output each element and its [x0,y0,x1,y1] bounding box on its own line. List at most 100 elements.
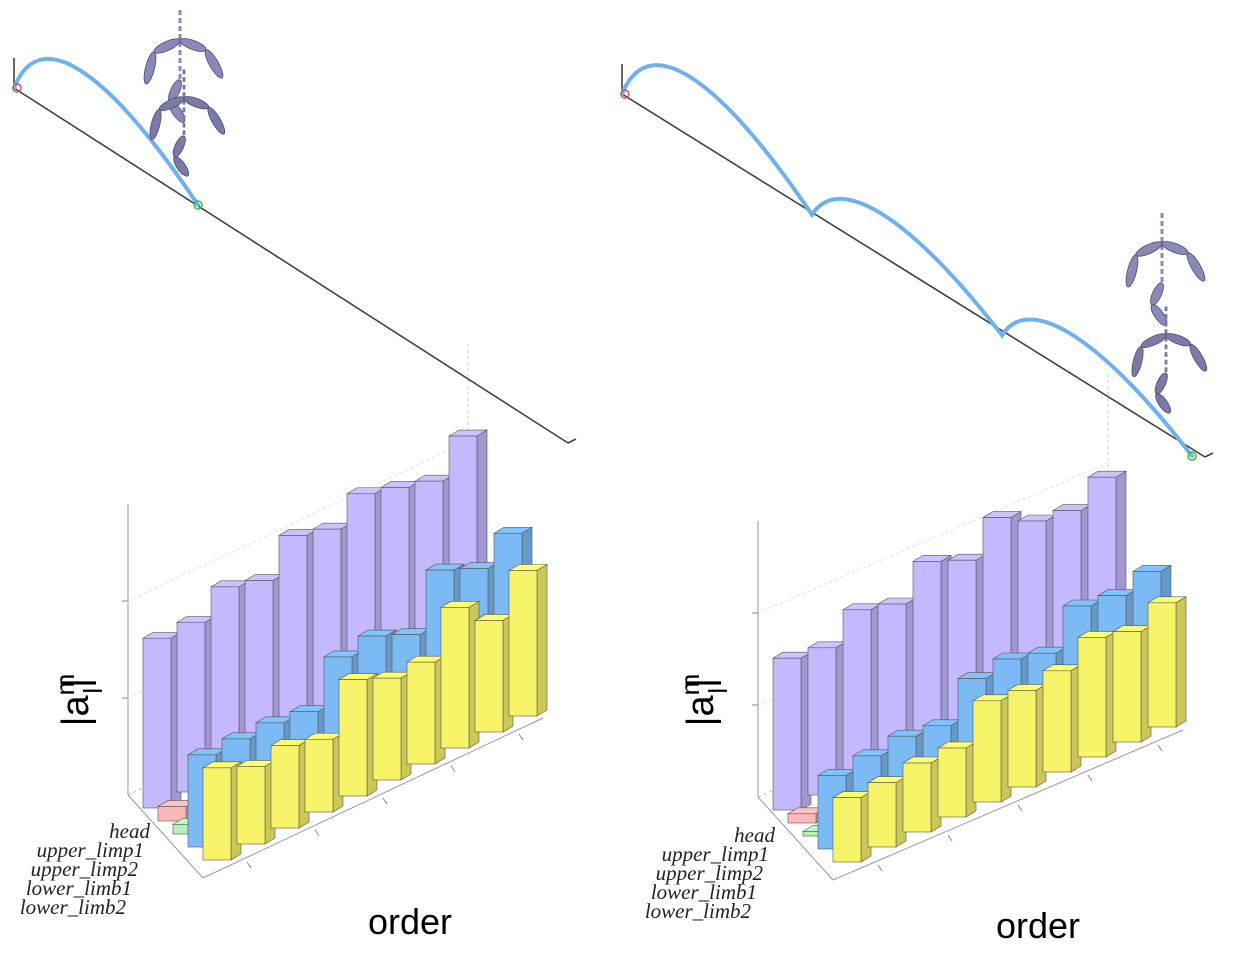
start-marker [620,89,630,99]
row-label-lower_limb1: lower_limb1 [651,880,757,904]
row-label-upper_limp2: upper_limp2 [31,857,139,881]
bar-front-face [157,806,187,822]
x-tick [450,765,456,773]
end-marker [1187,451,1197,461]
bar-front-face [832,797,862,863]
bar-lower_limb2-7 [1041,664,1083,773]
right-bar-chart: headupper_limp1upper_limp2lower_limb1low… [645,371,1188,923]
row-label-upper_limp2: upper_limp2 [656,861,764,885]
x-axis-line [202,717,544,879]
figure-forearm-left [143,51,157,85]
x-tick [518,733,524,741]
bar-lower_limb2-2 [866,776,908,848]
bar-front-face [1112,631,1142,743]
bar-front-face [508,570,538,717]
ground-end-line [567,438,577,444]
row-label-head: head [109,819,150,843]
y-axis-line [127,794,204,879]
end-marker [193,200,203,210]
x-tick [1017,804,1023,812]
figure-forearm-left [1125,254,1139,288]
row-label-lower_limb2: lower_limb2 [645,899,752,923]
bar-front-face [142,637,172,809]
bar-front-face [867,782,897,848]
x-tick [877,864,883,872]
figure-upper-arm-right [183,96,210,110]
figure-shin [1155,393,1172,414]
left-ylabel: |aml| [50,674,108,727]
bar-lower_limb2-2 [235,759,277,845]
right-simulation-scene [620,63,1214,461]
figure-thigh [172,135,186,158]
z-gridline [127,440,469,602]
bar-lower_limb2-5 [971,694,1013,803]
bar-lower_limb2-9 [1111,625,1153,743]
bar-front-face [338,679,368,797]
bar-lower_limb2-8 [439,600,481,749]
figure-upper-arm-right [1161,241,1189,255]
x-tick [1087,774,1093,782]
bar-front-face [1077,637,1107,758]
bar-lower_limb2-4 [303,732,345,813]
figure-forearm-right [1186,252,1206,282]
left-simulation-scene [12,10,577,444]
figure-forearm-right [204,49,224,79]
bar-front-face [202,767,232,861]
bar-front-face [972,700,1002,803]
left-bar-chart: headupper_limp1upper_limp2lower_limb1low… [20,344,549,919]
bar-lower_limb2-9 [473,613,515,733]
right-ylabel: |aml| [675,674,733,727]
bar-lower_limb2-3 [901,756,943,833]
bar-front-face [1007,690,1037,788]
bar-front-face [236,766,266,845]
bar-front-face [912,561,942,751]
bar-front-face [937,747,967,818]
bar-lower_limb2-1 [201,761,243,861]
bar-front-face [440,607,470,749]
com-trajectory-line [12,56,200,207]
figure-upper-arm-right [179,38,207,52]
bar-side-face [1175,596,1187,728]
bar-front-face [1042,670,1072,773]
ground-slope-line [621,93,1206,458]
bar-front-face [372,677,402,781]
figure-forearm-right [1189,343,1208,372]
row-label-upper_limp1: upper_limp1 [37,838,144,862]
bar-lower_limb2-3 [269,739,311,829]
bar-front-face [270,745,300,829]
y-axis-line [757,796,834,881]
bar-front-face [787,813,817,824]
right-panel: headupper_limp1upper_limp2lower_limb1low… [620,63,1214,946]
x-tick [947,834,953,842]
bar-side-face [536,563,548,717]
bar-front-face [772,657,802,811]
row-label-lower_limb1: lower_limb1 [26,876,132,900]
bar-front-face [474,620,504,733]
bar-lower_limb2-4 [936,741,978,818]
bar-front-face [842,609,872,781]
bar-lower_limb2-10 [507,563,549,717]
ground-slope-line [13,87,569,444]
bar-lower_limb2-7 [405,655,447,765]
figure-upper-arm-left [1135,241,1163,257]
walker-upper-figure [143,10,224,123]
start-marker [12,83,22,93]
x-tick [314,829,320,837]
bar-head-5 [911,554,953,751]
figure-upper-arm-left [153,38,181,54]
row-label-lower_limb2: lower_limb2 [20,895,127,919]
left-panel: headupper_limp1upper_limp2lower_limb1low… [12,10,577,942]
ground-end-line [1204,452,1214,458]
bar-lower_limb2-6 [371,671,413,781]
x-tick [382,797,388,805]
x-axis-line [832,729,1184,881]
figure-thigh [1154,372,1168,395]
bar-front-face [902,762,932,833]
bar-front-face [304,738,334,813]
figure-shin [173,156,190,177]
figure-forearm-left [1131,345,1144,378]
bar-front-face [406,661,436,765]
bar-lower_limb2-10 [1146,596,1188,728]
x-tick [246,861,252,869]
